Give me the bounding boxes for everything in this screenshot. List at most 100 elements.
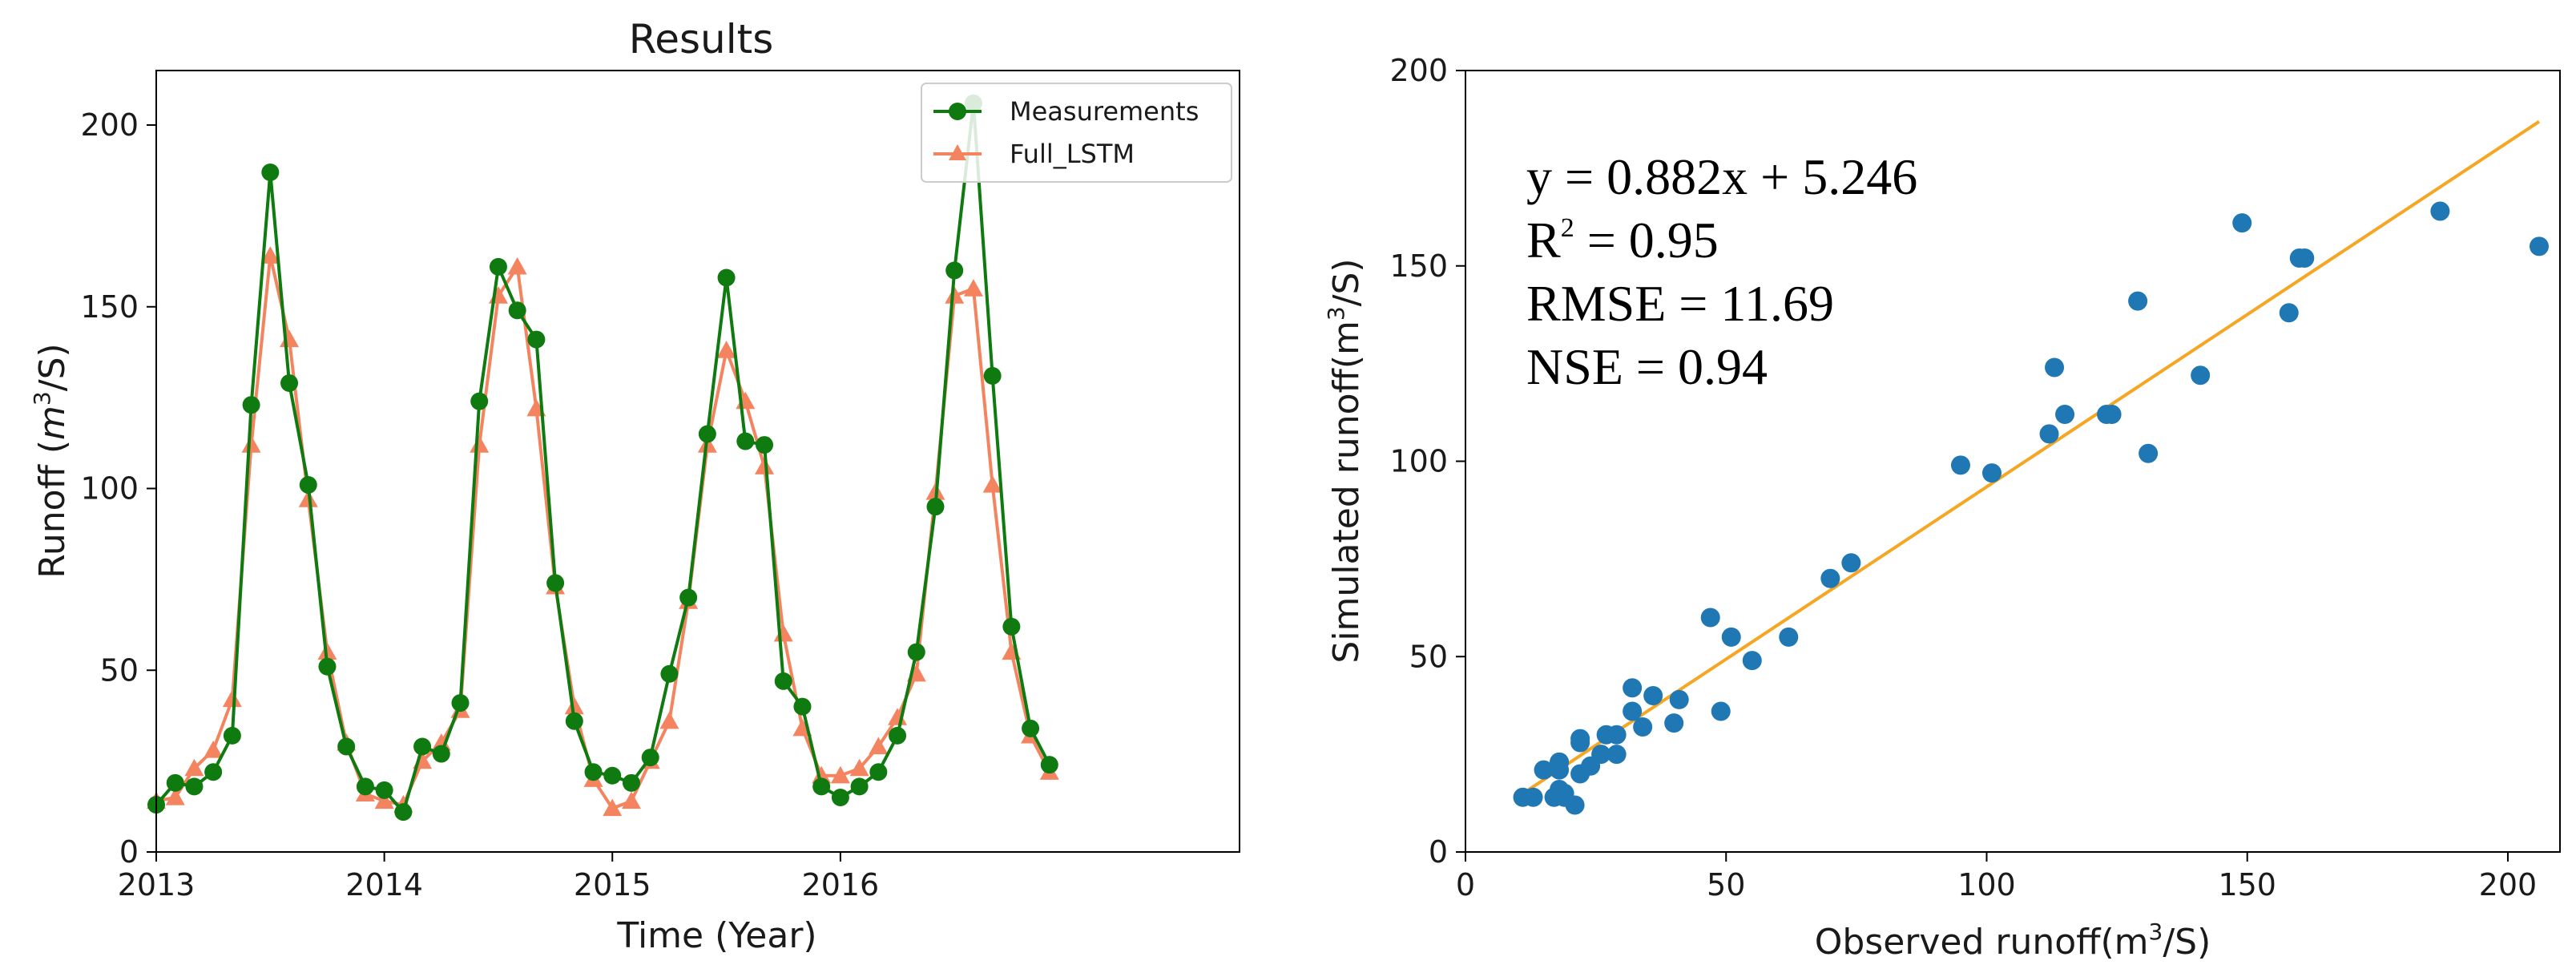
r2-post: = 0.95 bbox=[1574, 212, 1719, 268]
measurements-point bbox=[945, 261, 964, 280]
measurements-point bbox=[242, 396, 260, 414]
y-tick-label: 100 bbox=[1389, 444, 1448, 479]
measurements-point bbox=[907, 643, 925, 661]
x-tick-label: 100 bbox=[1957, 867, 2016, 902]
x-tick-label: 200 bbox=[2479, 867, 2538, 902]
full-lstm-point bbox=[488, 286, 508, 304]
measurements-point bbox=[394, 803, 413, 822]
measurements-point bbox=[717, 268, 736, 287]
measurements-point bbox=[337, 737, 356, 756]
full-lstm-point bbox=[716, 341, 736, 358]
measurements-point bbox=[603, 766, 622, 785]
full-lstm-point bbox=[165, 787, 185, 805]
y-tick-label: 200 bbox=[1389, 53, 1448, 88]
measurements-point bbox=[812, 777, 831, 796]
measurements-point bbox=[889, 726, 907, 745]
right-y-label-post: /S) bbox=[1326, 258, 1367, 306]
scatter-point bbox=[2139, 443, 2159, 463]
right-ticks: 0 50 100 150 200 0 50 100 150 200 bbox=[1389, 53, 2537, 902]
measurements-point bbox=[470, 392, 489, 410]
r2-text: R2 = 0.95 bbox=[1526, 212, 1719, 268]
legend-box bbox=[921, 83, 1232, 183]
full-lstm-point bbox=[184, 758, 204, 777]
legend-full-lstm-label: Full_LSTM bbox=[1010, 139, 1135, 169]
y-tick-label: 0 bbox=[1429, 834, 1448, 870]
scatter-point bbox=[2430, 201, 2450, 221]
full-lstm-point bbox=[280, 329, 300, 348]
left-ticks: 2013 2014 2015 2016 0 50 100 150 200 bbox=[80, 107, 879, 902]
measurements-point bbox=[261, 163, 280, 181]
measurements-point bbox=[565, 712, 583, 730]
scatter-point bbox=[1534, 760, 1554, 780]
full-lstm-point bbox=[260, 246, 280, 264]
scatter-chart: 0 50 100 150 200 0 50 100 150 200 Observed runoff… bbox=[1323, 53, 2561, 963]
measurements-point bbox=[926, 498, 945, 516]
x-tick-label: 0 bbox=[1456, 867, 1475, 902]
right-x-label-sup: 3 bbox=[2149, 918, 2163, 945]
fit-line-layer bbox=[1522, 120, 2541, 795]
measurements-point bbox=[983, 366, 1002, 385]
scatter-point bbox=[2039, 424, 2059, 444]
measurements-point bbox=[451, 694, 470, 713]
full-lstm-point bbox=[470, 435, 490, 453]
left-y-label-var: m bbox=[32, 406, 73, 440]
measurements-point bbox=[166, 773, 184, 792]
measurements-point bbox=[204, 763, 223, 781]
scatter-point bbox=[2529, 236, 2549, 256]
scatter-point bbox=[1742, 651, 1762, 671]
measurements-point bbox=[223, 726, 241, 745]
scatter-point bbox=[1581, 756, 1601, 776]
measurements-point bbox=[660, 664, 679, 683]
full-lstm-point bbox=[773, 624, 793, 642]
scatter-point bbox=[1606, 745, 1627, 765]
scatter-point bbox=[1721, 627, 1741, 647]
scatter-point bbox=[1570, 729, 1590, 749]
measurements-point bbox=[1002, 617, 1021, 636]
scatter-point bbox=[1513, 787, 1533, 807]
y-tick-label: 200 bbox=[80, 107, 139, 143]
right-x-axis-label: Observed runoff(m3/S) bbox=[1815, 918, 2211, 963]
x-tick-label: 150 bbox=[2218, 867, 2276, 902]
measurements-point bbox=[413, 737, 432, 756]
left-x-axis-label: Time (Year) bbox=[616, 915, 816, 956]
measurements-point bbox=[546, 574, 565, 592]
regression-annotation: y = 0.882x + 5.246 R2 = 0.95 RMSE = 11.6… bbox=[1526, 148, 1917, 395]
measurements-point bbox=[1022, 719, 1040, 737]
measurements-point bbox=[185, 777, 204, 796]
right-x-label-pre: Observed runoff(m bbox=[1815, 922, 2149, 963]
measurements-point bbox=[584, 763, 603, 781]
right-x-label-post: /S) bbox=[2163, 922, 2211, 963]
measurements-point bbox=[793, 697, 812, 716]
y-tick-label: 50 bbox=[100, 652, 139, 688]
full-lstm-point bbox=[374, 791, 394, 809]
measurements-point bbox=[622, 773, 640, 792]
full-lstm-point bbox=[869, 737, 889, 755]
measurements-line bbox=[155, 101, 1051, 814]
measurements-point bbox=[831, 788, 849, 806]
measurements-point bbox=[375, 781, 393, 799]
y-tick-label: 0 bbox=[119, 834, 139, 870]
scatter-point bbox=[1779, 627, 1799, 647]
right-y-axis-label: Simulated runoff(m3/S) bbox=[1323, 258, 1367, 663]
measurements-point bbox=[756, 436, 774, 454]
left-y-label-pre: Runoff ( bbox=[32, 440, 73, 579]
time-series-chart: Results 2013 2014 2015 2016 0 50 100 150 200 Tim… bbox=[29, 16, 1240, 956]
scatter-point bbox=[1554, 787, 1574, 807]
measurements-point bbox=[1040, 756, 1058, 774]
fit-line bbox=[1522, 120, 2541, 795]
scatter-point bbox=[1596, 725, 1616, 745]
scatter-point bbox=[1981, 463, 2002, 483]
x-tick-label: 2013 bbox=[118, 867, 196, 902]
full-lstm-point bbox=[755, 457, 775, 474]
scatter-point bbox=[1841, 553, 1861, 573]
left-y-label-sup: 3 bbox=[29, 391, 55, 406]
full-lstm-point bbox=[945, 286, 965, 304]
x-tick-label: 2015 bbox=[574, 867, 651, 902]
scatter-point bbox=[1643, 686, 1663, 705]
scatter-point bbox=[1700, 608, 1720, 628]
full-lstm-point bbox=[603, 798, 623, 817]
legend-measurements-marker bbox=[949, 103, 966, 120]
measurements-point bbox=[356, 777, 374, 796]
y-tick-label: 50 bbox=[1409, 639, 1448, 674]
measurements-point bbox=[679, 588, 698, 607]
